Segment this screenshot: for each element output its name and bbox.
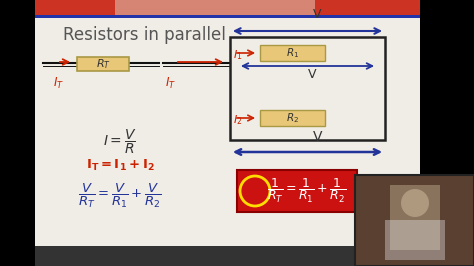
Bar (115, 0, 315, 15)
Bar (355, 175, 474, 266)
Bar (77, 57, 129, 71)
Bar (237, 170, 357, 212)
Text: V: V (313, 130, 322, 144)
Bar (35, 246, 420, 266)
Ellipse shape (401, 189, 429, 217)
Text: $R_1$: $R_1$ (286, 46, 299, 60)
Bar (260, 110, 325, 126)
Text: $\dfrac{1}{R_T} = \dfrac{1}{R_1} + \dfrac{1}{R_2}$: $\dfrac{1}{R_T} = \dfrac{1}{R_1} + \dfra… (267, 177, 346, 205)
Text: $I_T$: $I_T$ (53, 76, 64, 91)
Text: V: V (308, 68, 317, 81)
Text: $R_T$: $R_T$ (96, 57, 110, 71)
Text: $I_2$: $I_2$ (233, 113, 242, 127)
Text: $I_1$: $I_1$ (233, 48, 243, 62)
Bar (420, 0, 474, 266)
Text: $\dfrac{V}{R_T} = \dfrac{V}{R_1} + \dfrac{V}{R_2}$: $\dfrac{V}{R_T} = \dfrac{V}{R_1} + \dfra… (78, 182, 162, 210)
Bar (35, 0, 420, 18)
Text: $I = \dfrac{V}{R}$: $I = \dfrac{V}{R}$ (103, 128, 137, 156)
Bar (0, 0, 35, 266)
Bar (385, 220, 445, 260)
Text: $R_2$: $R_2$ (286, 111, 299, 125)
Text: V: V (313, 8, 322, 21)
Bar (260, 45, 325, 61)
Bar (35, 15, 420, 18)
Bar (390, 185, 440, 250)
Text: $\mathbf{I_T = I_1 + I_2}$: $\mathbf{I_T = I_1 + I_2}$ (86, 158, 155, 173)
Text: Resistors in parallel: Resistors in parallel (63, 26, 226, 44)
Text: $I_T$: $I_T$ (165, 76, 176, 91)
Bar (35, 18, 420, 266)
Bar (230, 37, 385, 140)
